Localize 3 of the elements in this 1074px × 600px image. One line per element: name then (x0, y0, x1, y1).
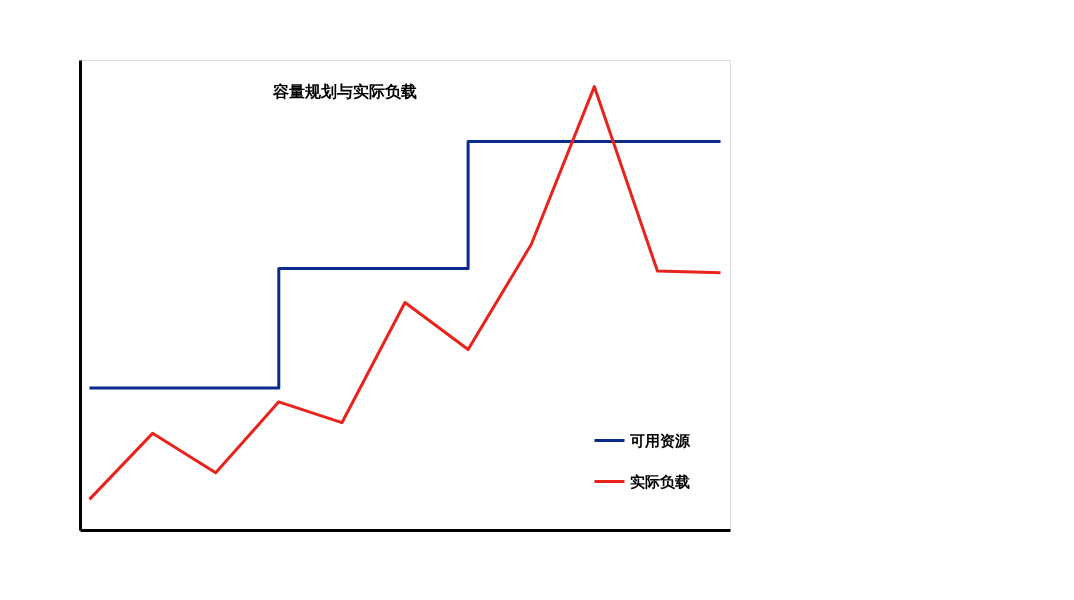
legend-label: 实际负载 (630, 472, 690, 491)
chart-title: 容量规划与实际负载 (272, 82, 417, 101)
legend-label: 可用资源 (629, 431, 691, 450)
